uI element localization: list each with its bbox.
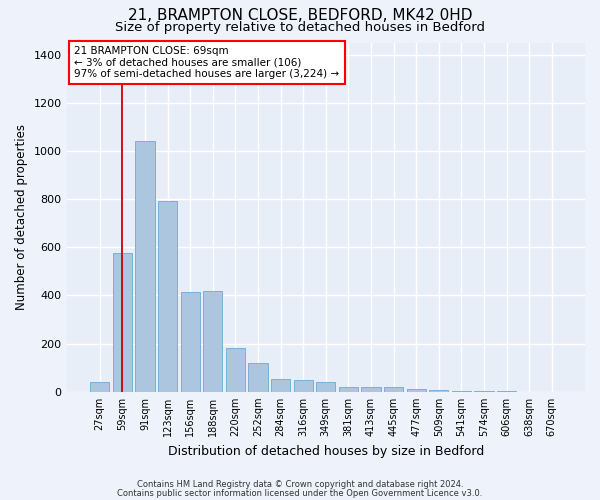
Bar: [158, 202, 177, 392]
Bar: [384, 387, 403, 392]
Bar: [136, 142, 155, 392]
Bar: [248, 363, 268, 392]
Text: Size of property relative to detached houses in Bedford: Size of property relative to detached ho…: [115, 21, 485, 34]
Text: 21 BRAMPTON CLOSE: 69sqm
← 3% of detached houses are smaller (106)
97% of semi-d: 21 BRAMPTON CLOSE: 69sqm ← 3% of detache…: [74, 46, 340, 79]
Bar: [203, 290, 223, 392]
Text: Contains HM Land Registry data © Crown copyright and database right 2024.: Contains HM Land Registry data © Crown c…: [137, 480, 463, 489]
Bar: [475, 391, 494, 392]
Text: Contains public sector information licensed under the Open Government Licence v3: Contains public sector information licen…: [118, 488, 482, 498]
X-axis label: Distribution of detached houses by size in Bedford: Distribution of detached houses by size …: [167, 444, 484, 458]
Bar: [429, 390, 448, 392]
Bar: [113, 254, 132, 392]
Bar: [181, 292, 200, 392]
Bar: [316, 382, 335, 392]
Y-axis label: Number of detached properties: Number of detached properties: [15, 124, 28, 310]
Text: 21, BRAMPTON CLOSE, BEDFORD, MK42 0HD: 21, BRAMPTON CLOSE, BEDFORD, MK42 0HD: [128, 8, 472, 22]
Bar: [361, 387, 380, 392]
Bar: [339, 386, 358, 392]
Bar: [90, 382, 109, 392]
Bar: [452, 390, 471, 392]
Bar: [407, 390, 426, 392]
Bar: [293, 380, 313, 392]
Bar: [271, 378, 290, 392]
Bar: [226, 348, 245, 392]
